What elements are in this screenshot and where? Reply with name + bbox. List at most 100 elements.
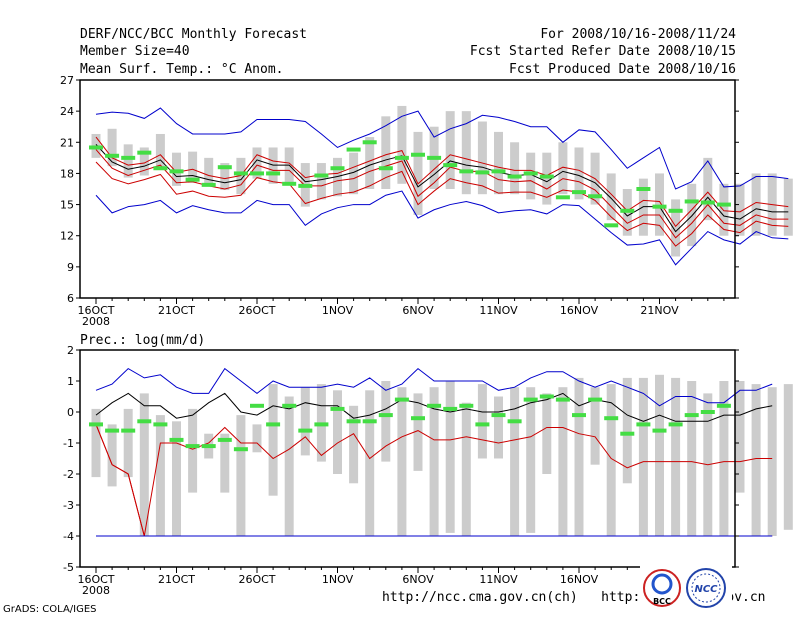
series-low_red xyxy=(95,424,773,537)
spread-box xyxy=(333,390,342,474)
forecast-marker xyxy=(105,153,120,158)
forecast-marker xyxy=(507,419,522,424)
spread-box xyxy=(671,377,681,536)
forecast-marker xyxy=(314,173,329,178)
forecast-marker xyxy=(620,208,635,213)
forecast-marker xyxy=(700,200,715,205)
y-tick-label: 27 xyxy=(60,74,74,87)
forecast-marker xyxy=(716,403,731,408)
spread-box xyxy=(510,142,520,195)
spread-box xyxy=(188,408,198,493)
forecast-marker xyxy=(427,403,442,408)
forecast-marker xyxy=(169,437,184,442)
forecast-marker xyxy=(539,174,554,179)
forecast-marker xyxy=(282,181,297,186)
series-min_red xyxy=(95,161,789,247)
forecast-marker xyxy=(443,163,458,168)
panel-0: 6 9 12 15 18 21 24 27 16OCT 21OCT 26OCT 1NOV 6NOV 11N… xyxy=(60,74,793,328)
forecast-marker xyxy=(507,174,522,179)
forecast-marker xyxy=(394,397,409,402)
forecast-marker xyxy=(523,171,538,176)
x-year-label: 2008 xyxy=(82,584,110,597)
y-tick-label: 24 xyxy=(60,105,74,118)
forecast-marker xyxy=(217,165,232,170)
forecast-marker xyxy=(89,422,103,427)
forecast-marker xyxy=(555,397,570,402)
forecast-marker xyxy=(684,413,699,418)
spread-box xyxy=(655,374,664,536)
ncc-logo-text: NCC xyxy=(694,584,718,595)
y-tick-label: -4 xyxy=(63,530,74,543)
forecast-marker xyxy=(700,410,715,414)
spread-box xyxy=(139,147,149,176)
spread-box xyxy=(655,173,664,236)
y-tick-label: 18 xyxy=(60,167,74,180)
forecast-marker xyxy=(153,166,168,171)
y-tick-label: 15 xyxy=(60,199,74,212)
spread-box xyxy=(429,387,439,536)
spread-box xyxy=(445,381,455,533)
spread-box xyxy=(719,183,729,236)
forecast-marker xyxy=(266,422,281,427)
spread-box xyxy=(123,144,133,178)
forecast-marker xyxy=(185,444,200,449)
series-max xyxy=(95,107,789,190)
forecast-marker xyxy=(233,447,248,452)
spread-box xyxy=(494,131,503,195)
spread-box xyxy=(91,408,101,478)
forecast-marker xyxy=(411,152,425,157)
y-tick-label: 9 xyxy=(67,261,74,274)
forecast-marker xyxy=(217,437,232,442)
spread-box xyxy=(735,183,745,236)
forecast-marker xyxy=(539,394,554,399)
spread-box xyxy=(494,396,503,459)
forecast-marker xyxy=(105,428,120,433)
plot-frame xyxy=(79,79,736,299)
spread-box xyxy=(123,408,133,478)
forecast-marker xyxy=(604,416,619,421)
spread-box xyxy=(139,393,149,536)
forecast-marker xyxy=(137,150,152,155)
forecast-marker xyxy=(362,140,377,145)
logo-area: BCC NCC xyxy=(640,566,732,612)
bcc-logo: BCC xyxy=(643,569,681,607)
y-tick-label: 6 xyxy=(67,292,74,305)
series-mean xyxy=(95,392,773,422)
plot-frame xyxy=(79,349,736,568)
y-tick-label: -3 xyxy=(63,499,74,512)
spread-box xyxy=(413,131,423,215)
forecast-marker xyxy=(652,204,667,209)
forecast-marker xyxy=(523,397,538,402)
forecast-marker xyxy=(668,208,683,213)
forecast-marker xyxy=(636,187,651,191)
x-tick-label: 6NOV xyxy=(402,573,434,586)
panel-1: -5 -4 -3 -2 -1 0 1 2 16OCT 21OCT 26OCT 1NOV 6NOV 11NO… xyxy=(63,344,793,597)
spread-box xyxy=(735,381,745,493)
spread-box xyxy=(687,381,697,536)
spread-box xyxy=(767,387,777,536)
spread-box xyxy=(172,152,181,186)
forecast-marker xyxy=(716,202,731,207)
spread-box xyxy=(558,142,568,195)
spread-box xyxy=(574,147,584,200)
forecast-marker xyxy=(185,177,200,182)
spread-box xyxy=(397,387,407,536)
spread-box xyxy=(542,152,552,205)
spread-box xyxy=(252,424,262,453)
forecast-marker xyxy=(588,397,603,402)
header-start-date: Fcst Started Refer Date 2008/10/15 xyxy=(469,44,736,59)
spread-box xyxy=(477,384,487,459)
spread-box xyxy=(236,415,246,536)
spread-box xyxy=(220,433,230,493)
forecast-marker xyxy=(572,190,586,195)
spread-box xyxy=(172,421,181,536)
spread-box xyxy=(413,393,423,471)
forecast-marker xyxy=(362,419,377,424)
spread-box xyxy=(349,152,359,195)
x-tick-label: 21OCT xyxy=(158,573,195,586)
forecast-marker xyxy=(169,169,184,174)
forecast-marker xyxy=(346,147,361,152)
spread-box xyxy=(606,384,616,536)
spread-box xyxy=(397,105,407,184)
forecast-marker xyxy=(153,422,168,427)
